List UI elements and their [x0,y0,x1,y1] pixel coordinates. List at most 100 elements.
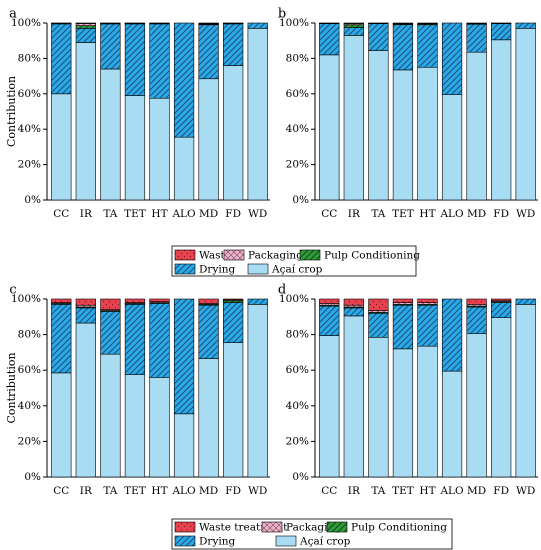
legend-label: Packaging [248,250,303,262]
bar-segment-drying-ht [149,23,170,99]
legend-label: Pulp Conditioning [351,522,447,534]
y-tick-label: 80% [18,52,41,64]
bar-segment-a-a-crop-wd [515,28,536,201]
bar-segment-a-a-crop-ht [149,97,170,201]
x-tick-label: TA [103,485,117,497]
bar-segment-wastes-md [466,298,487,305]
x-tick-label: TET [124,485,146,497]
x-tick-label: MD [467,208,486,220]
y-tick-label: 60% [18,364,41,376]
y-tick-label: 60% [286,364,309,376]
bar-segment-pulp-conditioning-ir [343,24,364,28]
panel-label: b [278,7,286,22]
bar-segment-a-a-crop-tet [124,374,146,478]
x-tick-label: WD [516,208,535,220]
legend-frame [171,245,417,277]
y-tick-label: 40% [286,123,309,135]
bar-segment-drying-alo [173,22,195,138]
bar-segment-drying-wd [247,22,268,29]
y-tick-label: 100% [11,293,41,305]
y-tick-label: 80% [286,52,309,64]
y-axis-label: Contribution [5,76,18,147]
x-tick-label: HT [151,485,167,497]
bar-segment-drying-md [466,23,487,53]
x-tick-label: MD [467,485,486,497]
bar-segment-a-a-crop-ta [100,68,121,201]
y-tick-label: 20% [286,435,309,447]
bar-segment-a-a-crop-alo [441,370,463,478]
y-axis-label: Contribution [5,352,18,423]
x-tick-label: ALO [439,208,464,220]
legend-swatch [174,263,196,275]
bar-segment-drying-wd [515,22,536,29]
bar-segment-a-a-crop-md [466,333,487,478]
x-tick-label: ALO [171,485,196,497]
x-tick-label: WD [248,208,267,220]
bar-segment-drying-ht [149,303,170,378]
bar-segment-drying-ir [343,307,364,317]
legend-label: Drying [199,536,235,548]
bar-segment-a-a-crop-alo [173,136,195,201]
x-tick-label: FD [493,208,509,220]
bar-segment-a-a-crop-tet [124,95,146,201]
x-tick-label: HT [419,485,435,497]
bar-segment-drying-fd [491,302,512,318]
y-tick-label: 100% [11,17,41,29]
x-tick-label: IR [80,485,93,497]
y-tick-label: 80% [286,329,309,341]
bar-segment-wastes-cc [319,298,340,304]
x-tick-label: TA [103,208,117,220]
legend-label: Açaí crop [271,264,323,276]
bar-segment-drying-ht [417,304,438,347]
bar-segment-a-a-crop-cc [319,335,340,478]
bar-segment-a-a-crop-ir [343,35,364,201]
bar-segment-drying-wd [515,298,536,305]
bar-segment-a-a-crop-fd [491,317,512,478]
bar-segment-a-a-crop-wd [247,304,268,478]
bar-segment-drying-fd [223,23,244,66]
x-tick-label: CC [321,208,337,220]
chart-panel-d: d 0% 20% 40% 60% 80% 100% CC IR TA TET HT ALO MD FD WD [278,283,538,497]
bar-segment-drying-tet [124,304,146,375]
x-tick-label: FD [225,208,241,220]
bar-segment-drying-alo [173,298,195,415]
x-tick-label: CC [53,485,69,497]
bar-segment-wastes-ht [417,298,438,303]
bar-segment-wastes-md [198,298,219,304]
y-tick-label: 100% [279,17,309,29]
bar-segment-drying-cc [319,305,340,336]
x-tick-label: HT [419,208,435,220]
bar-segment-a-a-crop-ta [368,336,389,478]
y-tick-label: 20% [286,159,309,171]
y-tick-label: 0% [24,194,41,206]
y-tick-label: 0% [292,194,309,206]
bar-segment-drying-ta [100,23,121,70]
bar-segment-a-a-crop-ir [75,42,96,201]
x-tick-label: CC [321,485,337,497]
x-tick-label: TET [392,485,414,497]
bar-segment-a-a-crop-wd [247,28,268,201]
y-tick-label: 0% [24,471,41,483]
bar-segment-drying-cc [51,23,72,95]
y-tick-label: 40% [286,400,309,412]
bar-segment-drying-md [198,24,219,80]
bar-segment-a-a-crop-tet [392,69,414,201]
bar-segment-a-a-crop-cc [319,54,340,201]
bar-segment-drying-ta [368,23,389,51]
bar-segment-wastes-ta [368,298,389,311]
y-tick-label: 60% [18,88,41,100]
x-tick-label: IR [348,485,361,497]
bar-segment-a-a-crop-ht [417,66,438,201]
bar-segment-a-a-crop-alo [441,94,463,201]
bar-segment-drying-tet [124,23,146,96]
bar-segment-drying-wd [247,298,268,305]
y-tick-label: 80% [18,329,41,341]
bar-segment-drying-ir [75,28,96,43]
bar-segment-drying-ta [368,312,389,338]
legend-swatch [174,521,196,533]
bar-segment-a-a-crop-md [198,78,219,201]
bar-segment-drying-tet [392,24,414,71]
bar-segment-a-a-crop-fd [491,39,512,201]
